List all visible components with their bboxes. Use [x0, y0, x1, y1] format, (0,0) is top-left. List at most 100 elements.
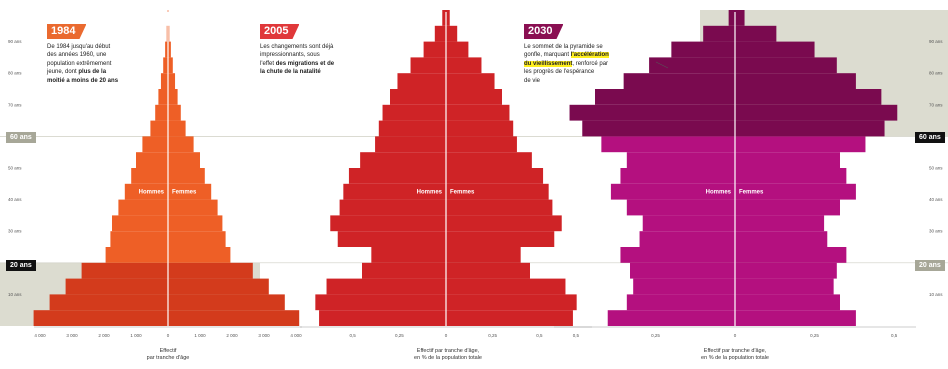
bar-hommes-2005 [382, 104, 446, 121]
bar-hommes-2005 [319, 310, 446, 326]
description-2005: Les changements sont déjà impressionnant… [260, 44, 335, 76]
x-axis-title-2005: Effectif par tranche d'âge, en % de la po… [414, 348, 482, 361]
x-tick-2005: 0,5 [536, 333, 543, 338]
bar-femmes-2005 [446, 278, 566, 295]
bar-femmes-2030 [735, 199, 840, 216]
bar-femmes-2030 [735, 136, 866, 153]
x-axis-title-2030: Effectif par tranche d'âge, en % de la po… [701, 348, 769, 361]
bar-hommes-2030 [601, 136, 735, 153]
x-tick-1984: 1 000 [194, 333, 206, 338]
age-marker-20-right: 20 ans [915, 260, 945, 271]
bar-hommes-2030 [626, 199, 735, 216]
bar-femmes-2005 [446, 136, 517, 153]
bar-hommes-2030 [630, 262, 735, 279]
x-tick-1984: 3 000 [258, 333, 270, 338]
bar-femmes-1984 [168, 57, 173, 74]
bar-hommes-2005 [360, 152, 446, 168]
age-tick-left: 90 ans [8, 39, 22, 44]
bar-femmes-1984 [168, 199, 218, 216]
bar-hommes-1984 [155, 104, 168, 121]
bar-femmes-2005 [446, 183, 549, 200]
bar-femmes-2030 [735, 25, 777, 42]
bar-hommes-2005 [362, 262, 446, 279]
x-tick-2030: 0,5 [573, 333, 580, 338]
age-tick-right: 70 ans [929, 102, 943, 107]
bar-femmes-1984 [168, 41, 171, 58]
bar-femmes-2005 [446, 247, 521, 263]
bar-femmes-2030 [735, 183, 856, 200]
bar-femmes-2005 [446, 168, 544, 184]
bar-femmes-1984 [168, 168, 205, 184]
bar-femmes-2030 [735, 104, 898, 121]
bar-hommes-1984 [165, 41, 168, 58]
bar-hommes-2030 [626, 152, 735, 168]
x-tick-2030: 0,5 [891, 333, 898, 338]
label-hommes-1984: Hommes [139, 189, 165, 195]
bar-hommes-2030 [639, 231, 735, 247]
bar-femmes-2030 [735, 168, 847, 184]
bar-hommes-2030 [703, 25, 735, 42]
year-badge-2005: 2005 [260, 24, 299, 39]
bar-femmes-2030 [735, 262, 837, 279]
age-tick-left: 10 ans [8, 292, 22, 297]
bar-femmes-2030 [735, 41, 815, 58]
age-tick-right: 10 ans [929, 292, 943, 297]
bar-femmes-2005 [446, 152, 532, 168]
x-tick-2030: 0,25 [651, 333, 660, 338]
bar-hommes-2005 [326, 278, 446, 295]
bar-hommes-2005 [434, 25, 446, 42]
x-tick-1984: 3 000 [66, 333, 78, 338]
description-1984: De 1984 jusqu'au début des années 1960, … [47, 44, 119, 84]
bar-hommes-2030 [671, 41, 735, 58]
bar-femmes-2030 [735, 231, 828, 247]
bar-femmes-2005 [446, 215, 562, 232]
bar-femmes-1984 [168, 231, 226, 247]
bar-hommes-2005 [423, 41, 446, 58]
bar-femmes-2005 [446, 10, 450, 26]
bar-femmes-1984 [168, 278, 269, 295]
x-tick-2005: 0 [445, 333, 448, 338]
bar-hommes-1984 [118, 199, 168, 216]
bar-femmes-2005 [446, 89, 502, 105]
bar-hommes-1984 [131, 168, 168, 184]
x-tick-2030: 0,25 [810, 333, 819, 338]
bar-femmes-2005 [446, 310, 573, 326]
bar-hommes-2030 [595, 89, 735, 105]
bar-femmes-1984 [168, 104, 181, 121]
bar-hommes-2030 [569, 104, 735, 121]
x-tick-2005: 0,25 [488, 333, 497, 338]
bar-femmes-2030 [735, 215, 825, 232]
bar-femmes-1984 [168, 152, 200, 168]
label-femmes-1984: Femmes [172, 189, 197, 195]
x-axis-title-1984: Effectif par tranche d'âge [146, 348, 190, 361]
bar-hommes-1984 [81, 262, 168, 279]
bar-hommes-2005 [330, 215, 446, 232]
age-tick-right: 30 ans [929, 229, 943, 234]
bar-hommes-2005 [410, 57, 446, 74]
bar-hommes-2030 [582, 120, 735, 137]
bar-hommes-2030 [620, 168, 735, 184]
bar-femmes-1984 [168, 262, 253, 279]
bar-hommes-2005 [397, 73, 446, 89]
bar-femmes-1984 [168, 136, 194, 153]
bar-hommes-2030 [626, 294, 735, 311]
bar-femmes-2005 [446, 199, 553, 216]
age-tick-right: 40 ans [929, 197, 943, 202]
bar-hommes-2005 [390, 89, 446, 105]
x-tick-2005: 0,25 [395, 333, 404, 338]
bar-femmes-1984 [168, 310, 300, 326]
bar-femmes-2030 [735, 294, 840, 311]
age-tick-left: 50 ans [8, 166, 22, 171]
bar-femmes-2005 [446, 41, 469, 58]
label-femmes-2030: Femmes [739, 189, 764, 195]
bar-hommes-2030 [649, 57, 735, 74]
bar-femmes-1984 [168, 89, 178, 105]
bar-femmes-2005 [446, 73, 495, 89]
age-tick-right: 50 ans [929, 166, 943, 171]
age-tick-left: 40 ans [8, 197, 22, 202]
annotation-pointer-2030 [655, 61, 669, 69]
label-hommes-2030: Hommes [706, 189, 732, 195]
bar-hommes-2005 [348, 168, 446, 184]
